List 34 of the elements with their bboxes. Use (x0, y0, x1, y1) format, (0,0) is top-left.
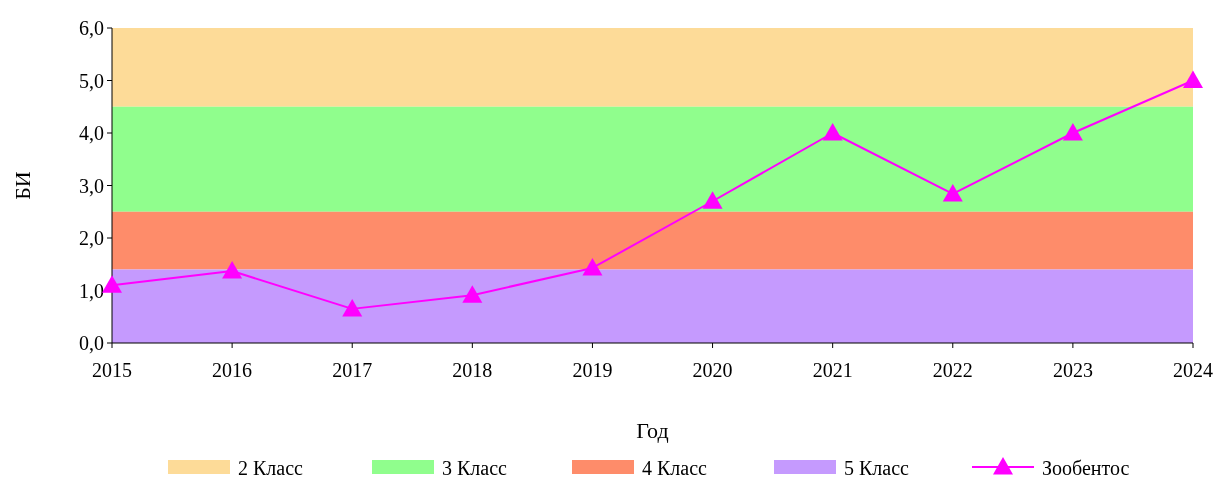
y-tick-label: 4,0 (79, 122, 104, 144)
point (222, 261, 243, 279)
x-tick-label: 2021 (812, 359, 853, 381)
x-tick-label: 2018 (452, 359, 493, 381)
y-axis-title: БИ (10, 171, 35, 200)
y-tick-label: 5,0 (79, 69, 104, 92)
y-tick-label: 6,0 (79, 17, 104, 39)
point (702, 191, 723, 209)
point (942, 183, 963, 202)
x-tick-label: 2020 (692, 359, 733, 381)
y-tick-label: 2,0 (79, 227, 104, 249)
legend-label: 5 Класс (844, 457, 910, 479)
point (1183, 70, 1203, 88)
point (1062, 123, 1083, 141)
x-tick-label: 2017 (332, 359, 373, 381)
y-tick-label: 1,0 (79, 279, 104, 302)
x-tick-label: 2022 (932, 359, 973, 381)
x-tick-label: 2023 (1052, 359, 1093, 381)
point (462, 285, 483, 303)
x-tick-label: 2024 (1173, 359, 1213, 381)
point (342, 298, 363, 317)
legend-label: 3 Класс (442, 457, 508, 479)
y-tick-label: 3,0 (79, 174, 104, 197)
point (582, 257, 603, 276)
x-tick-label: 2015 (92, 359, 132, 381)
x-axis-title: Год (636, 418, 669, 443)
y-tick-label: 0,0 (79, 332, 104, 354)
legend-label: 4 Класс (642, 457, 708, 479)
legend-label: Зообентос (1042, 457, 1130, 479)
point (102, 275, 122, 293)
point (822, 123, 843, 141)
legend-label: 2 Класс (238, 457, 304, 479)
x-tick-label: 2019 (572, 359, 613, 381)
x-tick-label: 2016 (212, 359, 253, 381)
